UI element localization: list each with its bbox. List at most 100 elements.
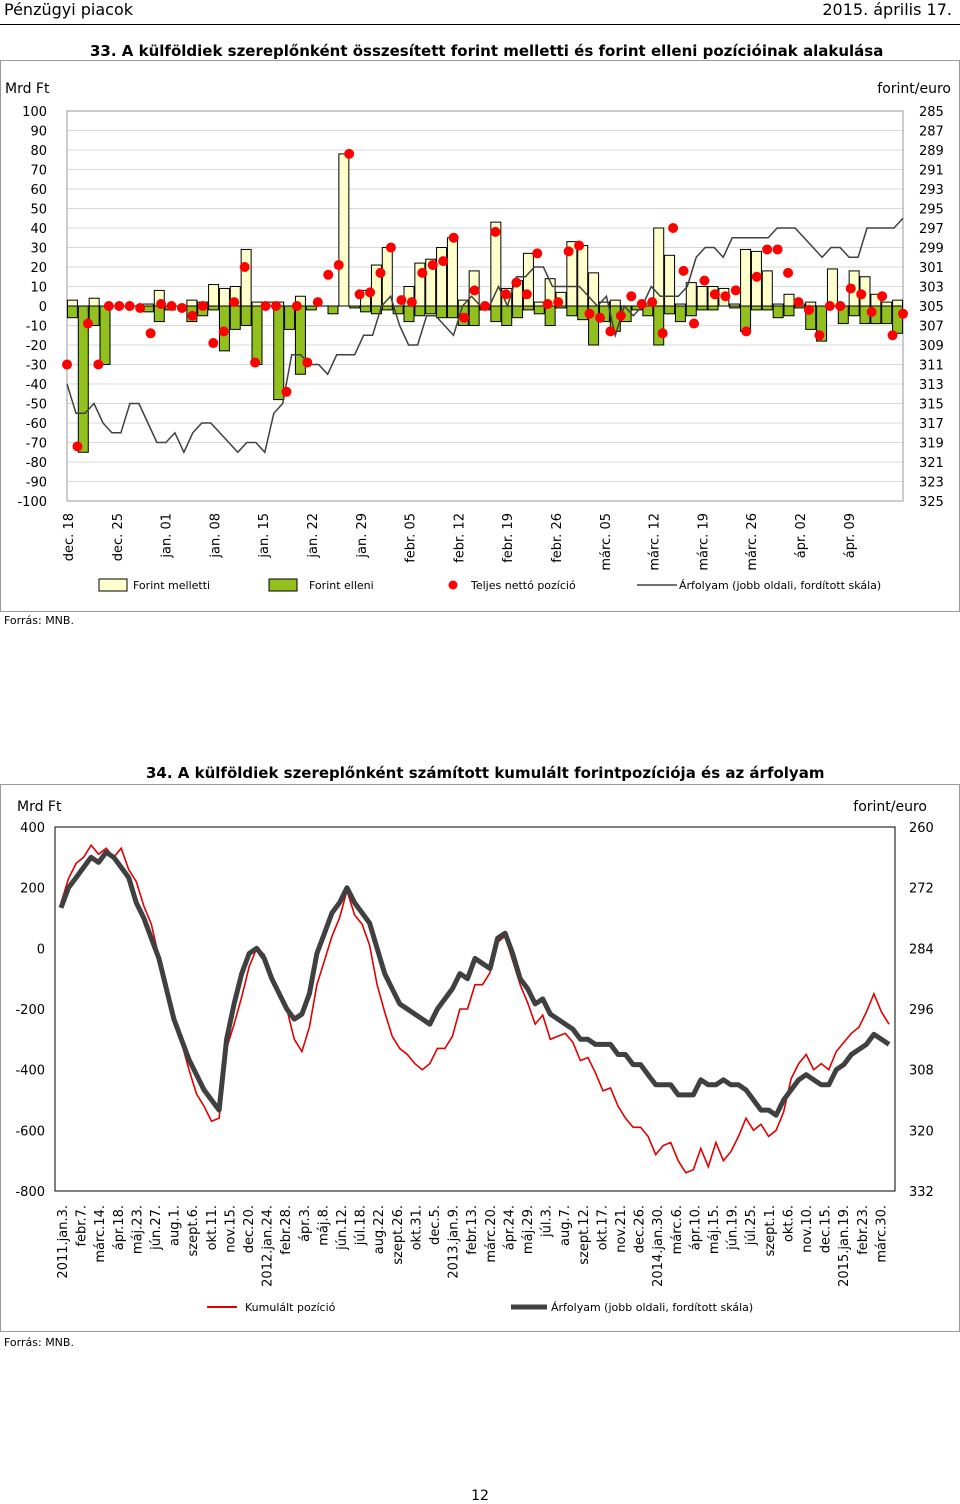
chart1-net-point — [281, 386, 292, 397]
chart2-y2-tick: 296 — [909, 1003, 934, 1018]
chart2-x-tick: okt.31. — [409, 1205, 424, 1250]
chart1-y2-tick: 311 — [919, 359, 944, 374]
chart1-net-point — [354, 289, 365, 300]
chart1-net-point — [814, 330, 825, 341]
chart1-bar-contra — [284, 305, 296, 330]
chart2-plot-area — [54, 826, 896, 1192]
chart1-bar-pro — [446, 237, 458, 307]
chart1-legend-contra-swatch — [268, 578, 298, 592]
chart1-net-point — [312, 297, 323, 308]
chart1-y-tick: -20 — [26, 339, 47, 354]
chart1-net-point — [856, 289, 867, 300]
chart1-net-point — [584, 308, 595, 319]
chart1-x-tick: febr. 12 — [452, 513, 467, 563]
chart2-legend-cum: Kumulált pozíció — [245, 1301, 336, 1314]
chart1-net-point — [803, 304, 814, 315]
chart1-bar-contra — [360, 305, 372, 313]
chart1-net-point — [197, 301, 208, 311]
chart1-y-tick: 70 — [30, 164, 47, 179]
chart1-bar-contra — [99, 305, 111, 365]
chart1-source: Forrás: MNB. — [4, 614, 74, 627]
chart1-y2-tick: 317 — [919, 417, 944, 432]
chart1-bar-contra — [305, 305, 317, 311]
chart2-y-tick: 400 — [20, 821, 45, 836]
chart1-bar-contra — [425, 305, 437, 315]
chart2-y-tick: -600 — [15, 1124, 45, 1139]
chart1-net-point — [344, 148, 355, 159]
chart2-x-tick: ápr.10. — [688, 1205, 703, 1250]
chart2-x-tick: máj.29. — [521, 1205, 536, 1254]
chart2-x-tick: aug.22. — [372, 1205, 387, 1254]
chart2-x-tick: márc.20. — [484, 1205, 499, 1263]
chart1-x-tick: febr. 19 — [501, 513, 516, 563]
chart1-bar-contra — [664, 305, 676, 315]
chart1-net-point — [490, 226, 501, 237]
chart1-bar-contra — [783, 305, 795, 317]
chart1-bar-contra — [750, 305, 762, 311]
chart2-x-tick: aug.1. — [168, 1205, 183, 1246]
chart1-bar-pro — [208, 284, 220, 307]
chart1-bar-contra — [251, 305, 263, 365]
chart1-bar-pro — [338, 153, 350, 307]
chart2-y-tick: -400 — [15, 1064, 45, 1079]
chart1-y2-tick: 301 — [919, 261, 944, 276]
chart1-bar-contra — [653, 305, 665, 346]
chart1-y-tick: -30 — [26, 359, 47, 374]
chart2-y2label: forint/euro — [853, 799, 927, 815]
chart1-bar-pro — [892, 299, 904, 307]
chart1-bar-contra — [696, 305, 708, 311]
chart1-net-point — [187, 310, 198, 321]
chart1-bar-pro — [881, 301, 893, 307]
chart1-y2-tick: 303 — [919, 281, 944, 296]
chart1-y2-tick: 319 — [919, 437, 944, 452]
chart1-bar-pro — [761, 270, 773, 307]
chart1-net-point — [417, 267, 428, 278]
chart2-y-tick: 200 — [20, 882, 45, 897]
chart1-y-tick: 40 — [30, 222, 47, 237]
chart1-net-point — [762, 244, 773, 255]
chart2-x-tick: júl.25. — [744, 1205, 759, 1246]
chart1-svg: Mrd Ft forint/euro1009080706050403020100-… — [5, 81, 951, 592]
chart1-net-point — [668, 223, 679, 233]
chart1-net-point — [574, 240, 585, 251]
chart1-bar-pro — [186, 299, 198, 307]
chart1-y2-tick: 289 — [919, 144, 944, 159]
chart2-x-tick: jún.19. — [726, 1205, 741, 1251]
chart2-svg: Mrd Ft forint/euro 400 200 0 -200 -400 -600 -800… — [15, 799, 934, 1314]
chart1-net-point — [751, 271, 762, 282]
chart1-net-point — [385, 242, 396, 253]
chart2-y2-tick: 332 — [909, 1185, 934, 1200]
chart1-bar-contra — [772, 305, 784, 319]
chart1-net-point — [615, 310, 626, 321]
chart1-net-point — [250, 357, 261, 368]
chart1-y2-tick: 299 — [919, 242, 944, 257]
chart1-net-point — [114, 301, 125, 311]
chart2-x-tick: márc.14. — [93, 1205, 108, 1263]
chart1-title: 33. A külföldiek szereplőnként összesíte… — [90, 42, 884, 60]
chart1-net-point — [594, 312, 605, 323]
chart1-net-point — [521, 289, 532, 300]
chart1-x-tick: márc. 05 — [599, 513, 614, 571]
chart1-y-tick: -80 — [26, 456, 47, 471]
chart1-y-tick: 100 — [22, 105, 47, 120]
chart1-legend-contra: Forint elleni — [309, 579, 374, 592]
chart1-net-point — [365, 287, 376, 298]
chart1-legend-rate: Árfolyam (jobb oldali, fordított skála) — [679, 579, 881, 592]
chart1-x-tick: márc. 12 — [648, 513, 663, 571]
chart1-net-point — [866, 306, 877, 317]
chart1-bar-pro — [696, 286, 708, 307]
chart1-net-point — [772, 244, 783, 255]
chart1-net-point — [396, 295, 407, 306]
chart1-bar-contra — [490, 305, 502, 323]
chart1-x-tick: ápr. 02 — [794, 513, 809, 558]
page-header: Pénzügyi piacok 2015. április 17. — [0, 0, 960, 25]
chart1-net-point — [730, 285, 741, 296]
chart1-net-point — [62, 359, 72, 370]
chart1-net-point — [239, 262, 250, 272]
chart1-bar-contra — [208, 305, 220, 311]
chart1-net-point — [783, 267, 794, 278]
chart1-net-point — [271, 301, 281, 311]
chart1-legend-net-swatch — [448, 580, 458, 590]
chart1-net-point — [563, 246, 574, 257]
chart1-net-point — [302, 357, 313, 368]
